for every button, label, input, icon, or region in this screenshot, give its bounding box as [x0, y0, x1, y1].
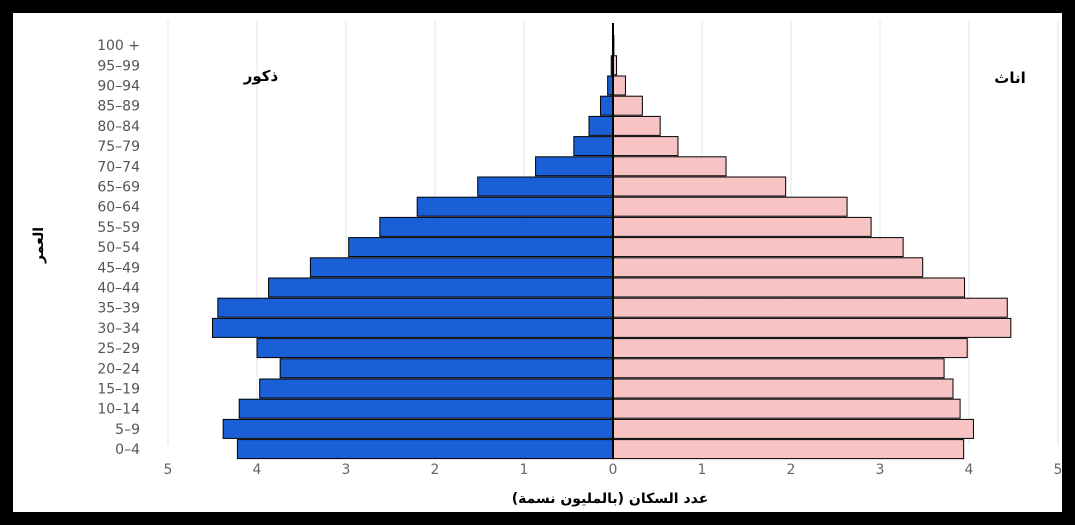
x-tick-label: 4 — [253, 462, 262, 478]
chart-frame: 0–4 5–9 10–14 15–19 20–24 25–29 30–34 35–39 40–4… — [13, 13, 1062, 512]
male-series-label: ذكور — [243, 67, 279, 85]
male-bar — [309, 257, 614, 278]
female-bar — [612, 338, 968, 359]
age-tick-label: 15–19 — [97, 382, 140, 398]
female-bar — [612, 418, 974, 439]
age-tick-labels: 0–4 5–9 10–14 15–19 20–24 25–29 30–34 35–39 40–4… — [97, 38, 140, 458]
male-bar — [573, 136, 614, 157]
male-bar — [268, 277, 614, 298]
age-tick-label: 65–69 — [97, 180, 140, 196]
x-tick-label: 0 — [609, 462, 618, 478]
male-bar — [588, 115, 614, 136]
age-tick-label: 10–14 — [97, 402, 140, 418]
age-tick-label: 0–4 — [115, 442, 140, 458]
female-bar — [612, 237, 904, 258]
male-bar — [212, 317, 614, 338]
male-bar — [236, 439, 614, 460]
male-bar — [259, 378, 614, 399]
population-pyramid-chart: 0–4 5–9 10–14 15–19 20–24 25–29 30–34 35–39 40–4… — [31, 21, 1062, 507]
female-bar — [612, 75, 626, 96]
age-tick-label: 35–39 — [97, 301, 140, 317]
female-bar — [612, 277, 966, 298]
age-tick-label: 75–79 — [97, 139, 140, 155]
male-bar — [535, 156, 614, 177]
age-tick-label: 70–74 — [97, 159, 140, 175]
male-bar — [477, 176, 614, 197]
female-bar — [612, 136, 679, 157]
x-tick-label: 1 — [520, 462, 529, 478]
female-bar — [612, 196, 848, 217]
female-bar — [612, 176, 787, 197]
male-bar — [348, 237, 614, 258]
age-tick-label: 45–49 — [97, 260, 140, 276]
age-tick-label: 30–34 — [97, 321, 140, 337]
x-tick-label: 5 — [1054, 462, 1062, 478]
age-tick-label: 80–84 — [97, 119, 140, 135]
bars-group — [212, 35, 1012, 460]
male-bar — [379, 216, 614, 237]
age-tick-label: 25–29 — [97, 341, 140, 357]
female-bar — [612, 216, 872, 237]
female-bar — [612, 257, 924, 278]
female-bar — [612, 115, 661, 136]
female-bar — [612, 439, 965, 460]
x-axis-title: عدد السكان (بالمليون نسمة) — [512, 491, 709, 507]
age-tick-label: 55–59 — [97, 220, 140, 236]
female-series-label: اناث — [994, 69, 1025, 87]
age-tick-label: 85–89 — [97, 99, 140, 115]
age-tick-label: 40–44 — [97, 281, 140, 297]
age-tick-label: 90–94 — [97, 79, 140, 95]
male-bar — [256, 338, 614, 359]
x-tick-label: 2 — [431, 462, 440, 478]
x-tick-label: 1 — [698, 462, 707, 478]
female-bar — [612, 156, 727, 177]
male-bar — [416, 196, 614, 217]
female-bar — [612, 297, 1008, 318]
female-bar — [612, 95, 643, 116]
female-bar — [612, 358, 945, 379]
female-bar — [612, 378, 954, 399]
y-axis-title: العمر — [31, 227, 47, 264]
female-bar — [612, 317, 1012, 338]
male-bar — [600, 95, 614, 116]
age-tick-label: 60–64 — [97, 200, 140, 216]
x-tick-label: 4 — [965, 462, 974, 478]
x-tick-label: 3 — [876, 462, 885, 478]
x-tick-label: 5 — [164, 462, 173, 478]
male-bar — [238, 398, 614, 419]
female-bar — [612, 398, 961, 419]
male-bar — [217, 297, 614, 318]
x-tick-label: 3 — [342, 462, 351, 478]
male-bar — [279, 358, 614, 379]
x-tick-labels: 5 4 3 2 1 0 1 2 3 4 5 — [164, 462, 1062, 478]
age-tick-label: 50–54 — [97, 240, 140, 256]
age-tick-label: 5–9 — [115, 422, 140, 438]
male-bar — [222, 418, 614, 439]
x-tick-label: 2 — [787, 462, 796, 478]
age-tick-label: 100 + — [97, 38, 140, 54]
age-tick-label: 20–24 — [97, 361, 140, 377]
age-tick-label: 95–99 — [97, 58, 140, 74]
